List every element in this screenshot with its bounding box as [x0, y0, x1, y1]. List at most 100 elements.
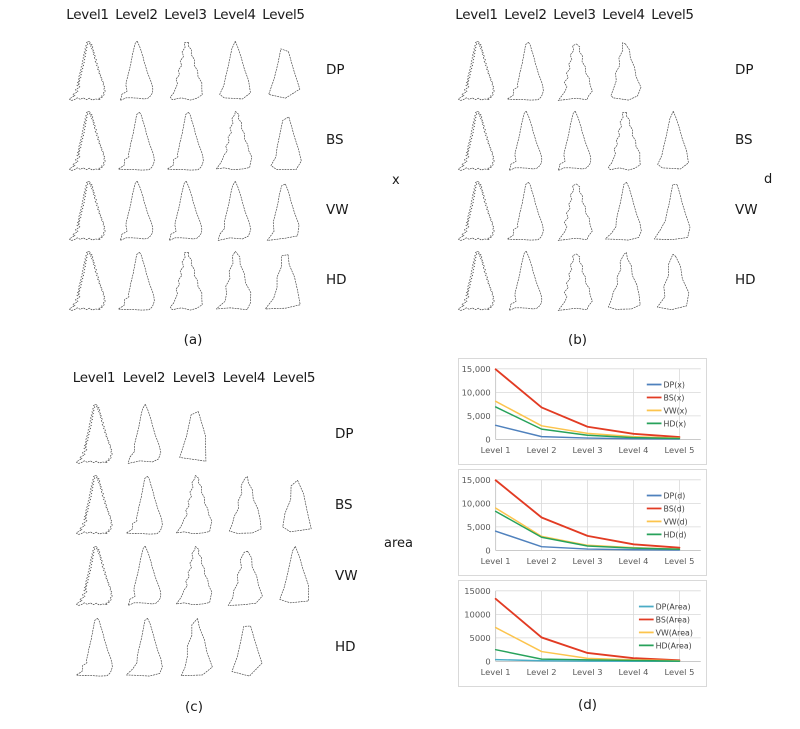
x-tick-label: Level 1 — [481, 667, 511, 677]
y-tick-label: 10,000 — [462, 498, 491, 508]
map-cell-vw-level4 — [219, 540, 269, 611]
map-outline-vw-level3 — [175, 546, 212, 606]
map-outline-hd-level1 — [457, 250, 495, 311]
y-tick-label: 5,000 — [467, 522, 491, 532]
map-cell-hd-level1 — [69, 611, 119, 682]
map-outline-bs-level3 — [166, 111, 204, 170]
y-tick-label: 0 — [485, 656, 490, 666]
map-outline-hd-level4 — [215, 250, 252, 310]
map-outline-bs-level1 — [457, 110, 495, 171]
map-cell-dp-level3 — [550, 35, 599, 105]
map-cell-dp-level2 — [119, 398, 169, 469]
map-cell-bs-level4 — [210, 105, 259, 175]
chart-d: 0 5,000 10,000 15,000 Level 1 Level 2 Level 3 L… — [458, 469, 707, 576]
series-line-hdarea — [494, 648, 681, 662]
map-cell-hd-level4 — [599, 245, 648, 315]
column-header-level4: Level4 — [213, 7, 256, 23]
x-tick-label: Level 3 — [573, 445, 603, 455]
y-tick-label: 10000 — [464, 609, 491, 619]
legend-label-bsd: BS(d) — [663, 504, 684, 513]
panel-a-map-grid — [63, 35, 308, 315]
map-cell-hd-level3 — [161, 245, 210, 315]
row-label-dp: DP — [326, 62, 345, 78]
x-tick-label: Level 2 — [527, 445, 557, 455]
map-cell-bs-level5 — [648, 105, 697, 175]
map-outline-bs-level4 — [607, 111, 641, 170]
row-label-bs: BS — [735, 132, 753, 148]
panel-a-row-labels: DP BS VW HD — [326, 35, 349, 315]
legend-label-dparea: DP(Area) — [656, 602, 691, 611]
panel-a-caption: (a) — [183, 332, 203, 348]
map-cell-dp-level3 — [169, 398, 219, 469]
x-tick-label: Level 4 — [619, 667, 649, 677]
map-outline-dp-level2 — [506, 41, 544, 100]
panel-c: Level1 Level2 Level3 Level4 Level5 DP BS… — [69, 370, 358, 715]
y-tick-label: 15,000 — [462, 475, 491, 485]
series-line-dpd — [494, 530, 681, 551]
chart-area: 0 5000 10000 15000 Level 1 Level 2 Level 3 Leve… — [458, 580, 707, 687]
column-header-level3: Level3 — [553, 7, 596, 23]
series-line-hdd — [494, 510, 681, 551]
map-cell-hd-level5 — [648, 245, 697, 315]
column-header-level1: Level1 — [66, 7, 109, 23]
map-outline-vw-level2 — [119, 180, 154, 241]
map-outline-vw-level3 — [557, 183, 593, 241]
row-label-bs: BS — [335, 496, 353, 513]
map-cell-bs-level3 — [169, 469, 219, 540]
map-cell-hd-level1 — [452, 245, 501, 315]
map-outline-vw-level2 — [127, 546, 161, 606]
panel-b: Level1 Level2 Level3 Level4 Level5 DP BS… — [452, 7, 758, 348]
column-header-level3: Level3 — [164, 7, 207, 23]
series-line-bsd — [494, 479, 681, 549]
map-cell-vw-level3 — [161, 175, 210, 245]
map-cell-dp-level1 — [63, 35, 112, 105]
series-line-vwx — [494, 400, 681, 439]
y-tick-label: 10,000 — [462, 387, 491, 397]
map-outline-vw-level4 — [217, 180, 252, 241]
map-cell-dp-level4 — [210, 35, 259, 105]
y-tick-label: 0 — [485, 545, 490, 555]
map-outline-hd-level2 — [508, 250, 543, 311]
row-label-vw: VW — [335, 567, 358, 584]
chart-d-canvas: 0 5,000 10,000 15,000 Level 1 Level 2 Level 3 L… — [462, 475, 701, 566]
legend-label-hdarea: HD(Area) — [656, 641, 692, 650]
map-outline-dp-level2 — [127, 404, 161, 464]
map-cell-hd-level5 — [259, 245, 308, 315]
map-outline-vw-level5 — [266, 183, 300, 241]
row-label-vw: VW — [735, 202, 758, 218]
panel-d-caption: (d) — [577, 697, 598, 713]
column-header-level5: Level5 — [272, 370, 316, 386]
map-outline-vw-level1 — [457, 180, 495, 241]
column-header-level5: Level5 — [651, 7, 694, 23]
map-cell-vw-level3 — [550, 175, 599, 245]
column-header-level2: Level2 — [504, 7, 547, 23]
legend-label-vwx: VW(x) — [663, 406, 687, 415]
x-tick-label: Level 4 — [619, 556, 649, 566]
map-outline-dp-level3 — [169, 41, 203, 100]
map-cell-vw-level2 — [501, 175, 550, 245]
map-outline-bs-level1 — [68, 110, 106, 171]
map-cell-dp-level5 — [269, 398, 319, 469]
map-outline-hd-level5 — [656, 253, 690, 310]
map-cell-hd-level2 — [119, 611, 169, 682]
legend-label-hdd: HD(d) — [663, 530, 686, 539]
map-cell-dp-level4 — [599, 35, 648, 105]
column-header-level5: Level5 — [262, 7, 305, 23]
x-tick-label: Level 5 — [664, 667, 694, 677]
map-outline-hd-level1 — [68, 250, 106, 311]
map-outline-hd-level4 — [231, 625, 262, 677]
map-outline-hd-level1 — [75, 618, 113, 677]
map-outline-bs-level5 — [270, 116, 302, 170]
map-cell-bs-level2 — [119, 469, 169, 540]
map-outline-bs-level2 — [125, 476, 163, 535]
map-outline-vw-level4 — [604, 181, 642, 240]
panel-c-metric-label: area — [384, 536, 413, 551]
row-label-hd: HD — [326, 272, 347, 288]
map-cell-dp-level5 — [259, 35, 308, 105]
map-cell-hd-level4 — [219, 611, 269, 682]
series-line-dpx — [494, 424, 681, 440]
map-cell-vw-level1 — [69, 540, 119, 611]
map-outline-dp-level4 — [219, 40, 251, 99]
map-outline-hd-level2 — [117, 251, 155, 310]
